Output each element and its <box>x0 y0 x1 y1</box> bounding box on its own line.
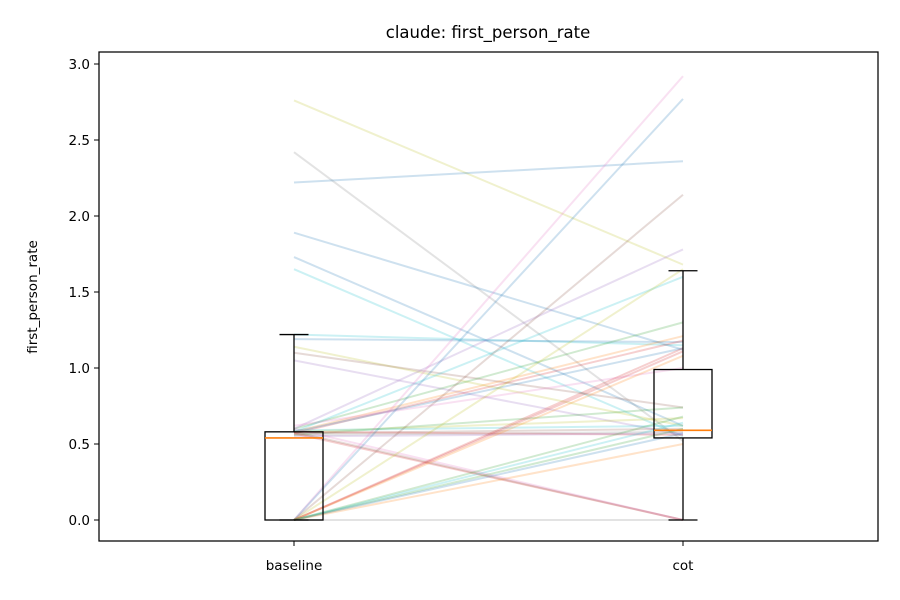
y-axis-label: first_person_rate <box>25 240 41 354</box>
pair-line-25 <box>293 432 684 521</box>
y-tick-label-0: 0.0 <box>69 513 90 529</box>
pair-line-29 <box>293 98 684 521</box>
pair-line-16 <box>293 347 684 433</box>
pair-line-38 <box>293 432 684 521</box>
pair-line-23 <box>293 424 684 432</box>
plot-frame <box>98 51 879 542</box>
y-tick-label-5: 2.5 <box>69 133 90 149</box>
pair-line-17 <box>293 367 684 427</box>
pair-line-26 <box>293 430 684 521</box>
pair-line-32 <box>293 347 684 521</box>
pair-line-35 <box>293 415 684 521</box>
x-axis: baseline cot <box>266 541 694 574</box>
pair-line-36 <box>293 421 684 521</box>
x-tick-label-cot: cot <box>673 558 694 574</box>
y-tick-label-4: 2.0 <box>69 209 90 225</box>
pair-line-1 <box>293 151 684 442</box>
pair-line-6 <box>293 333 684 347</box>
pair-line-31 <box>293 268 684 521</box>
y-tick-label-1: 0.5 <box>69 437 90 453</box>
pair-line-18 <box>293 406 684 436</box>
pair-line-27 <box>293 427 684 521</box>
pair-line-0 <box>293 99 684 266</box>
y-tick-label-2: 1.0 <box>69 361 90 377</box>
boxplots <box>264 270 713 521</box>
pair-line-13 <box>293 248 684 430</box>
pair-line-2 <box>293 160 684 184</box>
pair-line-28 <box>293 75 684 521</box>
pair-line-30 <box>293 193 684 521</box>
pair-line-10 <box>293 359 684 436</box>
pair-line-9 <box>293 351 684 409</box>
pair-line-33 <box>293 350 684 521</box>
pair-line-37 <box>293 427 684 521</box>
pair-line-21 <box>293 430 684 436</box>
pair-line-24 <box>293 432 684 438</box>
pair-line-34 <box>293 354 684 521</box>
boxplot-cot <box>653 270 713 521</box>
pair-line-20 <box>293 427 684 435</box>
boxplot-baseline <box>264 333 324 521</box>
pair-lines <box>293 75 684 521</box>
pair-line-15 <box>293 339 684 435</box>
pair-line-3 <box>293 231 684 351</box>
pair-line-19 <box>293 417 684 433</box>
pair-line-7 <box>293 338 684 344</box>
x-tick-label-baseline: baseline <box>266 558 323 574</box>
y-axis: 0.0 0.5 1.0 1.5 2.0 2.5 3.0 <box>69 57 99 529</box>
y-tick-label-6: 3.0 <box>69 57 90 73</box>
y-tick-label-3: 1.5 <box>69 285 90 301</box>
pair-line-22 <box>293 430 684 436</box>
pair-line-5 <box>293 268 684 438</box>
pair-line-39 <box>293 443 684 521</box>
pair-line-11 <box>293 321 684 430</box>
chart-title: claude: first_person_rate <box>386 23 590 43</box>
pair-line-14 <box>293 335 684 433</box>
pair-line-8 <box>293 345 684 427</box>
pair-line-4 <box>293 256 684 427</box>
pair-line-12 <box>293 275 684 433</box>
